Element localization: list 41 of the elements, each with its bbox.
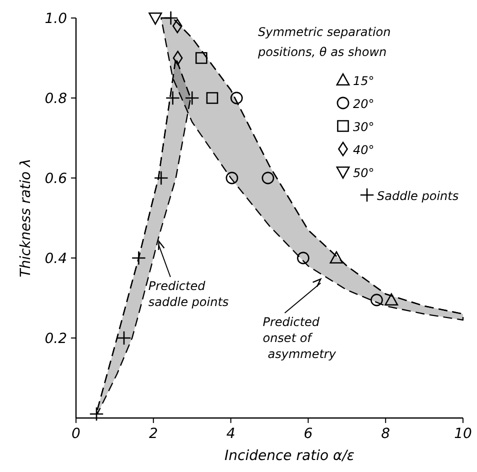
point (172, 50, 183, 66)
y-tick-label: 1.0 (44, 11, 68, 27)
x-tick-label: 0 (72, 426, 81, 442)
point (330, 251, 344, 264)
y-tick-label: 0.8 (44, 91, 68, 107)
point (226, 172, 238, 184)
x-axis-title: Incidence ratio α/ε (224, 448, 355, 464)
point (262, 172, 274, 184)
point (384, 293, 398, 306)
point (89, 406, 104, 422)
x-tick-label: 8 (381, 426, 390, 442)
legend-label: 50° (353, 166, 374, 180)
point (148, 12, 162, 25)
legend-label: 40° (353, 143, 374, 157)
legend-label: 15° (353, 74, 374, 88)
annotation: Predicted onset of asymmetry (262, 315, 337, 361)
point (116, 330, 132, 346)
point (166, 90, 180, 106)
point (131, 250, 146, 266)
point (206, 92, 218, 104)
x-tick-label: 6 (304, 426, 313, 442)
legend-title: Symmetric separation positions, θ as shown (257, 25, 391, 59)
point (230, 92, 243, 104)
x-tick-label: 4 (226, 426, 236, 442)
point (154, 170, 168, 186)
annotation: Predicted saddle points (148, 279, 229, 309)
legend-label: Saddle points (377, 189, 459, 203)
legend-label: 30° (353, 120, 374, 134)
x-tick-label: 10 (454, 426, 472, 442)
point (370, 294, 383, 306)
point (195, 52, 208, 64)
y-tick-label: 0.2 (44, 331, 68, 347)
y-tick-label: 0.6 (44, 171, 68, 187)
x-tick-label: 2 (148, 426, 158, 442)
point (296, 252, 310, 264)
point (172, 18, 182, 34)
legend-label: 20° (353, 97, 374, 111)
point (184, 90, 200, 106)
point (164, 10, 178, 26)
y-tick-label: 0.4 (44, 251, 67, 267)
y-axis-title: Thickness ratio λ (18, 158, 34, 278)
